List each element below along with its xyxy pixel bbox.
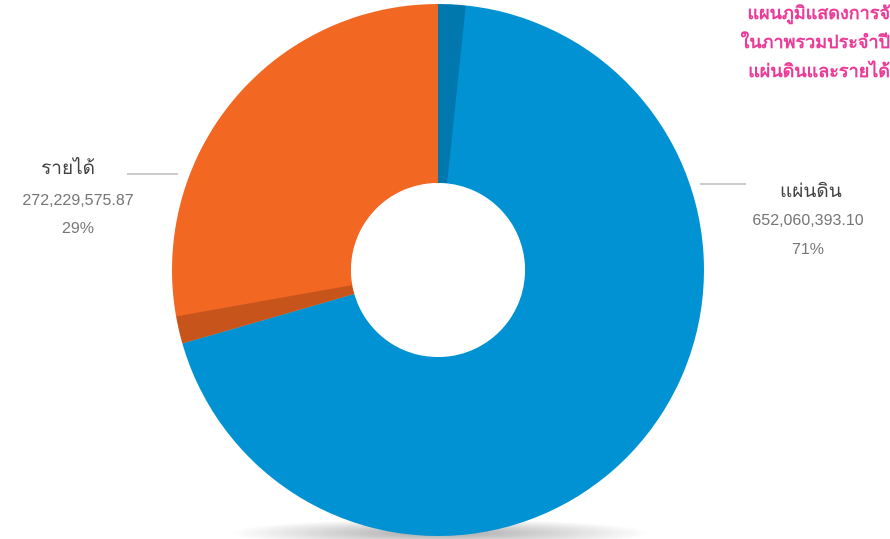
label-phaendin-category: แผ่นดิน xyxy=(780,180,842,202)
slice-phaendin[interactable] xyxy=(182,4,705,536)
chart-title-line-1: แผนภูมิแสดงการจั xyxy=(747,3,890,24)
slice-edge-shade-1 xyxy=(438,4,466,184)
label-phaendin-value: 652,060,393.10 xyxy=(752,212,863,229)
label-rai-dai-category: รายได้ xyxy=(41,157,95,179)
slice-rai-dai[interactable] xyxy=(171,4,438,344)
donut-hole xyxy=(351,183,525,357)
slice-edge-shade-2 xyxy=(176,285,355,344)
chart-title-line-3: แผ่นดินและรายได้ xyxy=(748,61,890,82)
label-rai-dai-percent: 29% xyxy=(62,220,94,237)
chart-title-line-2: ในภาพรวมประจำปี xyxy=(740,32,890,53)
label-rai-dai-value: 272,229,575.87 xyxy=(22,192,133,209)
label-phaendin-percent: 71% xyxy=(792,241,824,258)
